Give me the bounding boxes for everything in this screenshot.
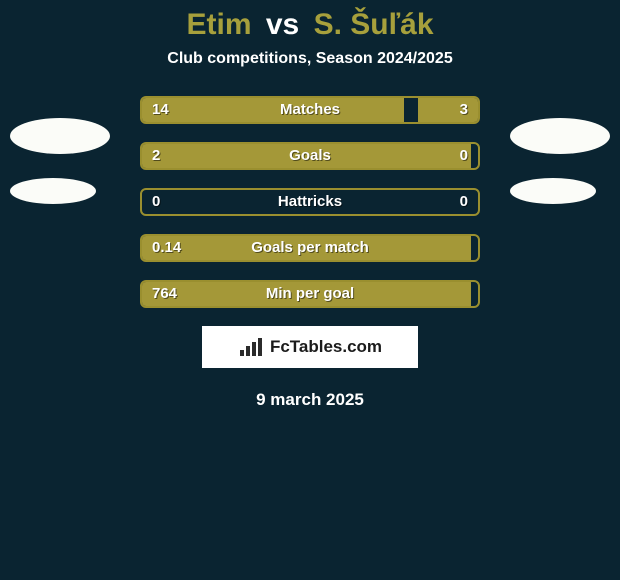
date-text: 9 march 2025	[0, 390, 620, 410]
stat-label: Matches	[140, 96, 480, 124]
avatar-column-right	[510, 118, 610, 228]
title-player2: S. Šuľák	[314, 8, 434, 41]
avatar-column-left	[10, 118, 110, 228]
stat-row: 143Matches	[140, 96, 480, 124]
stat-label: Hattricks	[140, 188, 480, 216]
logo-box: FcTables.com	[202, 326, 418, 368]
stat-label: Goals per match	[140, 234, 480, 262]
player1-avatar-2	[10, 178, 96, 204]
title-vs: vs	[266, 8, 299, 41]
player1-avatar-1	[10, 118, 110, 154]
bar-chart-icon	[238, 336, 264, 358]
stat-row: 764Min per goal	[140, 280, 480, 308]
logo-text: FcTables.com	[270, 337, 382, 357]
subtitle: Club competitions, Season 2024/2025	[0, 50, 620, 68]
stat-row: 0.14Goals per match	[140, 234, 480, 262]
player2-avatar-2	[510, 178, 596, 204]
comparison-infographic: Etim vs S. Šuľák Club competitions, Seas…	[0, 0, 620, 580]
stat-label: Min per goal	[140, 280, 480, 308]
title-player1: Etim	[186, 8, 251, 41]
stat-row: 00Hattricks	[140, 188, 480, 216]
stat-label: Goals	[140, 142, 480, 170]
player2-avatar-1	[510, 118, 610, 154]
stat-row: 20Goals	[140, 142, 480, 170]
page-title: Etim vs S. Šuľák	[0, 0, 620, 48]
